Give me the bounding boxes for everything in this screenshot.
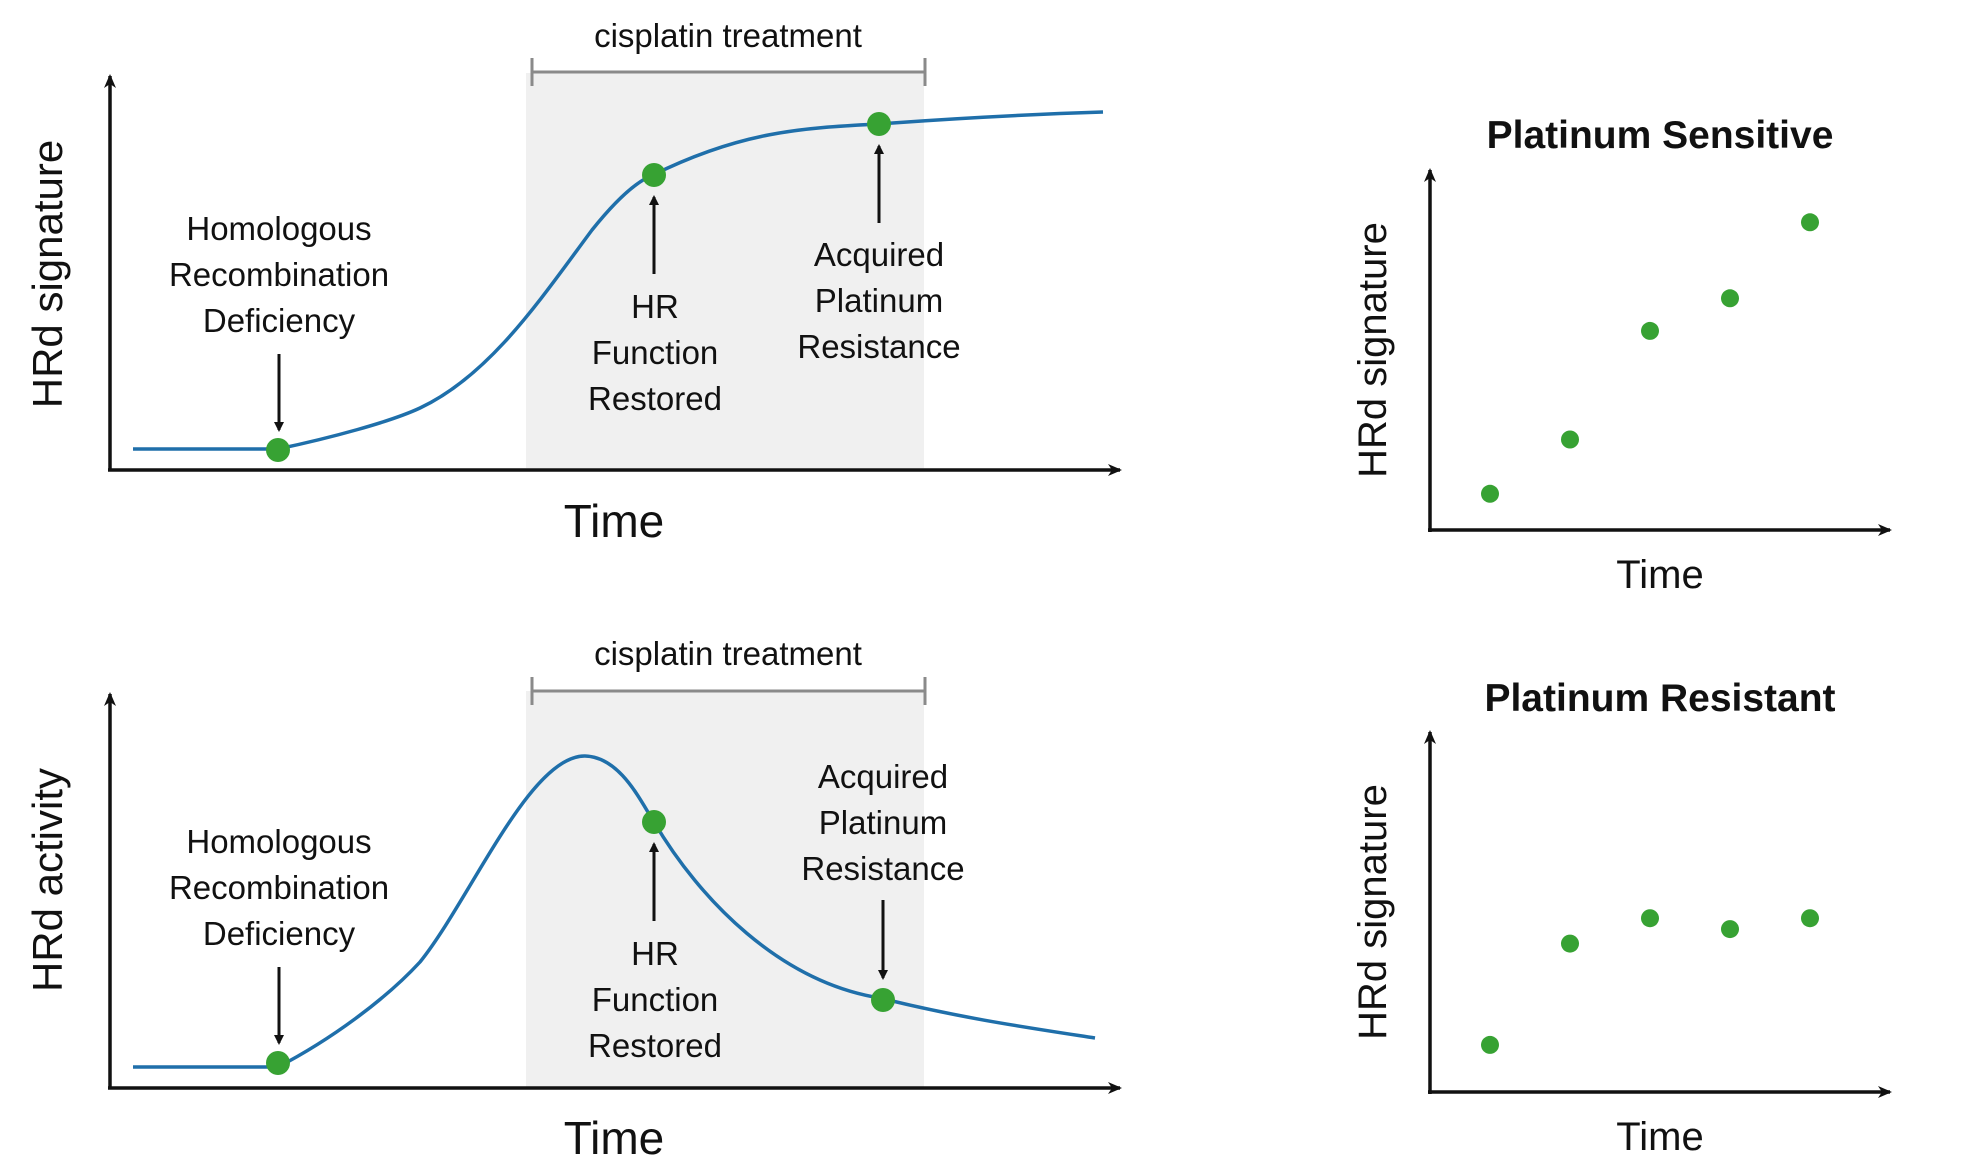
scatter-point bbox=[1561, 934, 1579, 953]
scatter-point bbox=[1801, 213, 1819, 232]
top-treatment-bracket bbox=[530, 58, 927, 86]
bottom-point-restored bbox=[642, 810, 666, 834]
scatter-point bbox=[1801, 909, 1819, 928]
annotation-line: HR bbox=[631, 935, 679, 972]
bottom-point-resistance bbox=[871, 988, 895, 1012]
chart-x-axis-title: Time bbox=[1616, 553, 1703, 597]
scatter-point bbox=[1641, 909, 1659, 928]
annotation-line: Function bbox=[592, 981, 719, 1018]
chart-points bbox=[1481, 213, 1819, 503]
bottom-panel: cisplatin treatment Time HRd activity Ho… bbox=[24, 635, 1122, 1161]
bottom-treatment-region bbox=[526, 691, 924, 1088]
chart-platinum-sensitive: Platinum Sensitive Time HRd signature bbox=[1351, 114, 1892, 597]
top-y-axis-title: HRd signature bbox=[24, 140, 71, 408]
chart-title: Platinum Sensitive bbox=[1487, 114, 1834, 157]
chart-title: Platinum Resistant bbox=[1484, 677, 1835, 720]
annotation-line: HR bbox=[631, 288, 679, 325]
chart-y-axis-title: HRd signature bbox=[1351, 222, 1395, 478]
top-treatment-region bbox=[526, 73, 924, 468]
top-x-axis-title: Time bbox=[564, 495, 665, 547]
top-point-resistance bbox=[867, 112, 891, 136]
bottom-treatment-label: cisplatin treatment bbox=[594, 635, 862, 672]
annotation-line: Recombination bbox=[169, 256, 389, 293]
chart-platinum-resistant: Platinum Resistant Time HRd signature bbox=[1351, 677, 1892, 1159]
top-curve bbox=[133, 110, 1104, 451]
scatter-point bbox=[1721, 289, 1739, 308]
annotation-line: Deficiency bbox=[203, 302, 356, 339]
annotation-line: Homologous bbox=[186, 823, 371, 860]
annotation-line: Homologous bbox=[186, 210, 371, 247]
top-point-restored bbox=[642, 163, 666, 187]
scatter-point bbox=[1561, 430, 1579, 449]
bottom-treatment-bracket bbox=[530, 677, 927, 705]
annotation-line: Resistance bbox=[801, 850, 964, 887]
annotation-line: Restored bbox=[588, 1027, 722, 1064]
bottom-annotation-resistance: Acquired Platinum Resistance bbox=[801, 758, 964, 887]
top-annotation-resistance: Acquired Platinum Resistance bbox=[797, 236, 960, 365]
chart-x-axis-title: Time bbox=[1616, 1115, 1703, 1159]
top-panel: cisplatin treatment Time HRd signature H… bbox=[24, 17, 1122, 547]
scatter-point bbox=[1641, 321, 1659, 340]
top-point-hrd bbox=[266, 438, 290, 462]
bottom-point-hrd bbox=[266, 1051, 290, 1075]
annotation-line: Restored bbox=[588, 380, 722, 417]
top-treatment-label: cisplatin treatment bbox=[594, 17, 862, 54]
annotation-line: Platinum bbox=[819, 804, 947, 841]
scatter-point bbox=[1481, 484, 1499, 503]
annotation-line: Acquired bbox=[818, 758, 948, 795]
annotation-line: Deficiency bbox=[203, 915, 356, 952]
annotation-line: Recombination bbox=[169, 869, 389, 906]
annotation-line: Acquired bbox=[814, 236, 944, 273]
chart-y-axis-title: HRd signature bbox=[1351, 784, 1395, 1040]
bottom-y-axis-title: HRd activity bbox=[24, 768, 71, 992]
bottom-curve bbox=[133, 754, 1096, 1069]
chart-points bbox=[1481, 909, 1819, 1054]
scatter-point bbox=[1481, 1035, 1499, 1054]
scatter-point bbox=[1721, 920, 1739, 939]
annotation-line: Resistance bbox=[797, 328, 960, 365]
bottom-annotation-hrd: Homologous Recombination Deficiency bbox=[169, 823, 389, 952]
bottom-x-axis-title: Time bbox=[564, 1112, 665, 1161]
annotation-line: Function bbox=[592, 334, 719, 371]
top-annotation-restored: HR Function Restored bbox=[588, 288, 722, 417]
top-annotation-hrd: Homologous Recombination Deficiency bbox=[169, 210, 389, 339]
annotation-line: Platinum bbox=[815, 282, 943, 319]
bottom-annotation-restored: HR Function Restored bbox=[588, 935, 722, 1064]
